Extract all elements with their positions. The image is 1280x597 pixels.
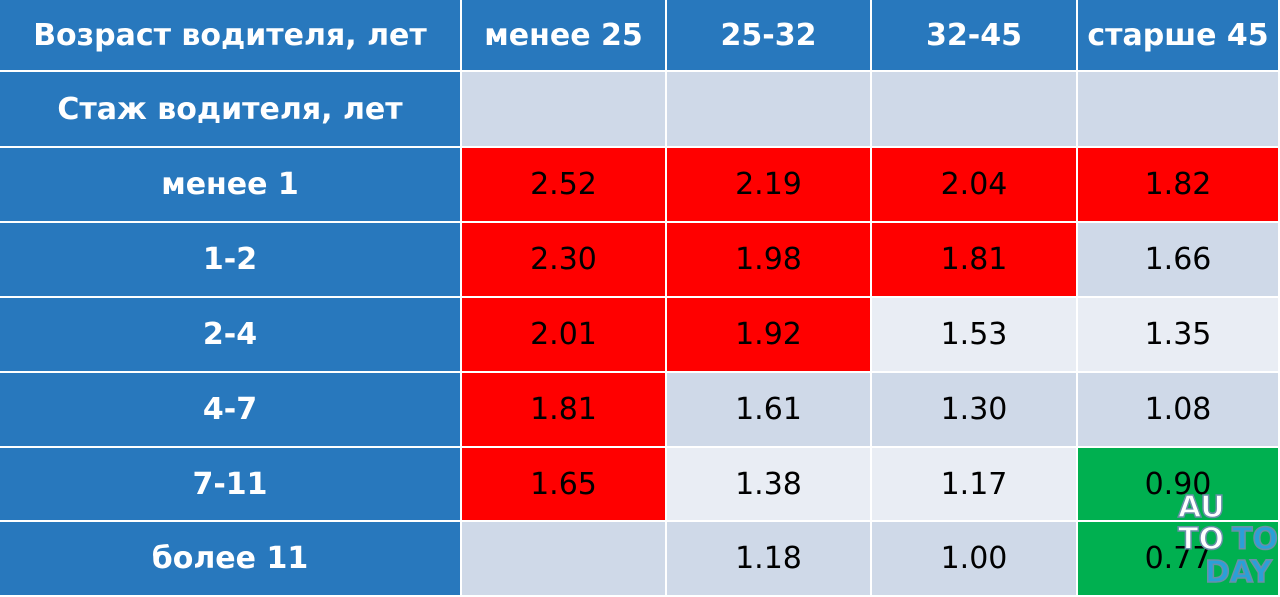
header-cell: более 11 [0,522,462,597]
header-cell: 25-32 [667,0,872,72]
cell: 1.82 [1078,148,1280,223]
cell: 1.53 [872,298,1078,373]
cell: 1.81 [462,373,667,448]
header-cell: менее 1 [0,148,462,223]
cell: 1.61 [667,373,872,448]
cell [462,72,667,148]
cell [872,72,1078,148]
cell: 1.66 [1078,223,1280,298]
cell: 1.35 [1078,298,1280,373]
cell: 1.08 [1078,373,1280,448]
cell: 1.38 [667,448,872,522]
header-cell: старше 45 [1078,0,1280,72]
header-cell: 4-7 [0,373,462,448]
watermark: TO [1177,521,1224,558]
cell: 2.04 [872,148,1078,223]
cell: 0.77 [1078,522,1280,597]
cell [462,522,667,597]
cell [667,72,872,148]
cell [1078,72,1280,148]
header-cell: 1-2 [0,223,462,298]
cell: 1.65 [462,448,667,522]
header-cell: 2-4 [0,298,462,373]
cell: 2.01 [462,298,667,373]
cell: 1.81 [872,223,1078,298]
cell: 2.30 [462,223,667,298]
header-cell: менее 25 [462,0,667,72]
cell: 2.52 [462,148,667,223]
header-cell: Возраст водителя, лет [0,0,462,72]
header-cell: 7-11 [0,448,462,522]
cell: 1.17 [872,448,1078,522]
cell: 1.00 [872,522,1078,597]
watermark: DAY [1204,554,1272,591]
cell: 1.98 [667,223,872,298]
cell: 2.19 [667,148,872,223]
header-cell: 32-45 [872,0,1078,72]
header-cell: Стаж водителя, лет [0,72,462,148]
watermark: AU [1177,489,1225,526]
cell: 0.90 [1078,448,1280,522]
cell: 1.18 [667,522,872,597]
watermark: TO [1231,521,1278,558]
cell: 1.92 [667,298,872,373]
cell: 1.30 [872,373,1078,448]
